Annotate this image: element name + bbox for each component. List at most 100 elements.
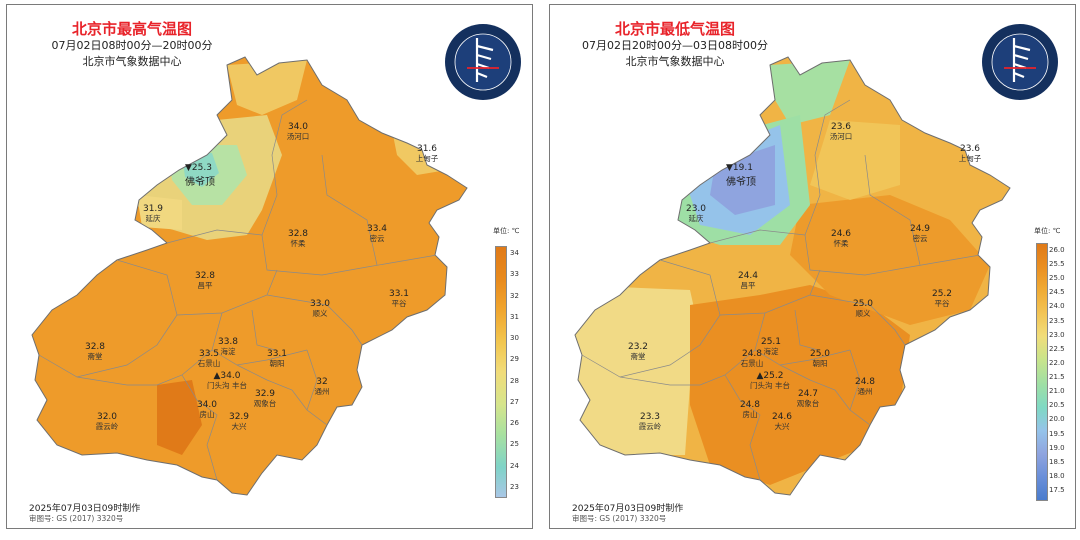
- station-high-15: 32.9 观象台: [253, 389, 277, 408]
- station-low-10: 24.8 石景山: [740, 349, 764, 368]
- station-name: 房山: [199, 409, 215, 419]
- station-value: 24.6: [771, 412, 793, 422]
- station-low-15: 24.7 观象台: [796, 389, 820, 408]
- legend-label: 22.5: [1049, 344, 1065, 353]
- map-title: 北京市最低气温图: [614, 20, 735, 38]
- station-name: 上甸子: [958, 153, 982, 163]
- station-name: 海淀: [763, 346, 779, 356]
- station-name: 昌平: [197, 280, 213, 290]
- station-high-4: 33.4 密云: [367, 224, 387, 243]
- station-name: 观象台: [253, 398, 277, 408]
- station-value: 23.0: [685, 204, 707, 214]
- station-low-5: 24.4 昌平: [738, 271, 758, 290]
- legend-label: 28: [510, 376, 519, 385]
- legend-label: 32: [510, 291, 519, 300]
- station-value: 33.5: [198, 349, 220, 359]
- review-number: 审图号: GS (2017) 3320号: [29, 514, 124, 523]
- min-temp-map-panel: 北京市最低气温图 07月02日20时00分—03日08时00分 北京市气象数据中…: [549, 4, 1076, 529]
- station-low-17: 23.3 霞云岭: [638, 412, 662, 431]
- station-high-10: 33.5 石景山: [198, 349, 221, 368]
- max-temp-map-panel: 北京市最高气温图 07月02日08时00分—20时00分 北京市气象数据中心 单…: [6, 4, 533, 529]
- max-temp-map: [31, 56, 468, 496]
- made-time: 2025年07月03日09时制作: [29, 504, 141, 514]
- station-low-0: 23.6 汤河口: [830, 122, 853, 141]
- station-name: 大兴: [231, 421, 247, 431]
- station-value: 24.8: [739, 400, 761, 410]
- station-value: 32.8: [287, 229, 309, 239]
- station-low-1: 23.6 上甸子: [958, 144, 982, 163]
- station-low-8: 23.2 斋堂: [628, 342, 648, 361]
- station-value: ▲34.0: [213, 371, 241, 381]
- station-value: 24.8: [854, 377, 876, 387]
- legend-label: 22.0: [1049, 358, 1065, 367]
- station-value: 32.9: [254, 389, 276, 399]
- station-value: 32.9: [228, 412, 250, 422]
- station-high-8: 32.8 斋堂: [85, 342, 105, 361]
- station-value: 24.8: [741, 349, 763, 359]
- station-value: 23.6: [830, 122, 852, 132]
- station-value: 31.9: [142, 204, 164, 214]
- station-name: 观象台: [796, 398, 820, 408]
- legend-label: 24.0: [1049, 302, 1065, 311]
- station-name: 汤河口: [286, 131, 310, 141]
- beijing-meteorological-service-logo: [445, 24, 521, 100]
- station-name: 朝阳: [269, 358, 285, 368]
- station-name: 平谷: [391, 298, 407, 308]
- station-low-2: 23.0 延庆: [685, 204, 707, 223]
- station-name: 延庆: [688, 213, 704, 223]
- station-low-3: 24.6 怀柔: [830, 229, 852, 248]
- station-name: 密云: [369, 233, 385, 243]
- station-low-6: 25.0 顺义: [853, 299, 873, 318]
- station-name: 顺义: [855, 308, 871, 318]
- station-name: 延庆: [145, 213, 161, 223]
- legend-label: 21.5: [1049, 373, 1065, 382]
- station-value: 25.1: [760, 337, 782, 347]
- legend-label: 24.5: [1049, 288, 1065, 297]
- station-low-4: 24.9 密云: [909, 224, 931, 243]
- legend-label: 23: [510, 483, 519, 491]
- map-organization: 北京市气象数据中心: [82, 55, 182, 68]
- legend-label: 23.0: [1049, 330, 1065, 339]
- station-value: ▲25.2: [756, 371, 784, 381]
- station-value: 24.7: [797, 389, 819, 399]
- station-value: 34.0: [287, 122, 309, 132]
- station-name: 朝阳: [812, 358, 828, 368]
- station-value: 25.2: [931, 289, 953, 299]
- legend-label: 29: [510, 355, 519, 364]
- peak-name: 佛爷顶: [185, 177, 215, 188]
- beijing-meteorological-service-logo: [982, 24, 1058, 100]
- station-value: 33.8: [217, 337, 239, 347]
- legend-label: 18.5: [1049, 457, 1065, 466]
- station-value: 32: [316, 377, 328, 387]
- station-high-0: 34.0 汤河口: [286, 122, 310, 141]
- station-high-9: 33.8 海淀: [217, 337, 239, 356]
- made-time: 2025年07月03日09时制作: [572, 504, 684, 514]
- station-value: 24.9: [909, 224, 931, 234]
- station-low-12: 24.8 通州: [854, 377, 876, 396]
- legend-label: 19.0: [1049, 443, 1065, 452]
- station-name: 霞云岭: [638, 421, 662, 431]
- station-name: 顺义: [312, 308, 328, 318]
- station-name: 霞云岭: [95, 421, 119, 431]
- station-name: 平谷: [934, 298, 950, 308]
- review-number: 审图号: GS (2017) 3320号: [572, 514, 667, 523]
- station-low-16: 24.6 大兴: [771, 412, 793, 431]
- legend-label: 34: [510, 249, 519, 257]
- station-value: 24.6: [830, 229, 852, 239]
- temperature-color-legend: [495, 246, 507, 498]
- station-value: 33.1: [266, 349, 288, 359]
- station-name: 石景山: [740, 358, 764, 368]
- legend-unit: 单位: ℃: [493, 227, 520, 235]
- station-name: 门头沟 丰台: [750, 380, 790, 390]
- station-value: 32.8: [194, 271, 216, 281]
- legend-label: 25.5: [1049, 260, 1065, 269]
- map-time-range: 07月02日08时00分—20时00分: [51, 39, 213, 52]
- station-high-6: 33.0 顺义: [310, 299, 330, 318]
- station-value: 23.6: [959, 144, 981, 154]
- map-time-range: 07月02日20时00分—03日08时00分: [582, 39, 768, 52]
- legend-label: 17.5: [1049, 486, 1065, 494]
- station-low-7: 25.2 平谷: [931, 289, 953, 308]
- station-value: 23.3: [639, 412, 661, 422]
- station-high-13: ▲34.0 门头沟 丰台: [207, 371, 247, 390]
- station-name: 斋堂: [630, 351, 646, 361]
